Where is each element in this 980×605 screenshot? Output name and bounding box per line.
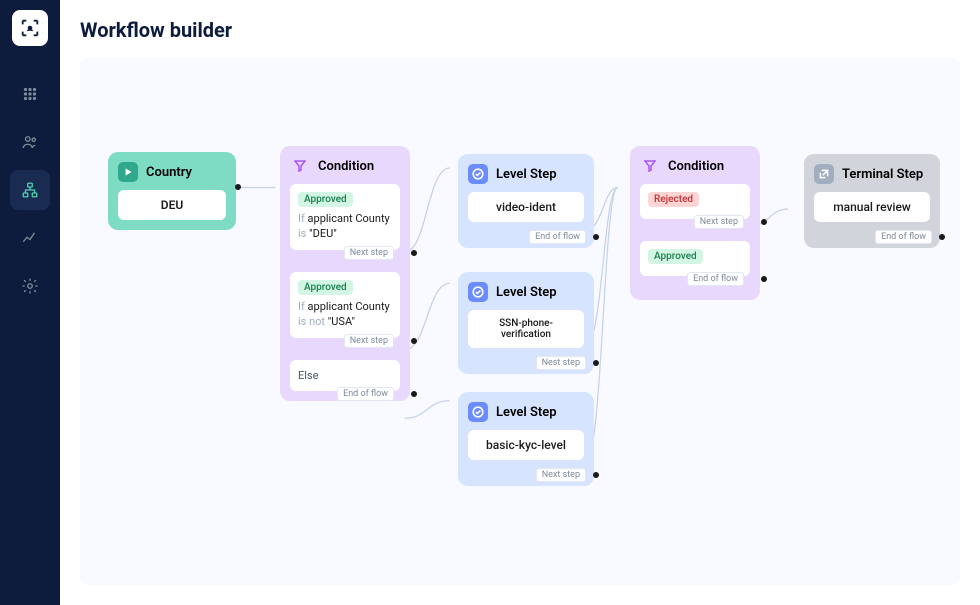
- node-title: Condition: [668, 159, 724, 174]
- nav-workflow[interactable]: [10, 170, 50, 210]
- node-condition-2[interactable]: Condition Rejected Next step Approved En…: [630, 146, 760, 300]
- rule-box: Rejected Next step: [640, 184, 750, 219]
- level-value: video-ident: [468, 192, 584, 222]
- node-level-1[interactable]: Level Step video-ident End of flow: [458, 154, 594, 248]
- filter-icon: [290, 156, 310, 176]
- main: Workflow builder Country DEU: [60, 0, 980, 605]
- node-header: Condition: [290, 156, 400, 176]
- rule-text: If applicant County is not "USA": [298, 299, 392, 330]
- node-condition-1[interactable]: Condition Approved If applicant County i…: [280, 146, 410, 401]
- port-next-step: Next step: [344, 246, 394, 260]
- nav-analytics[interactable]: [10, 218, 50, 258]
- badge-approved: Approved: [298, 280, 353, 295]
- play-icon: [118, 162, 138, 182]
- badge-approved: Approved: [648, 249, 703, 264]
- node-header: Level Step: [468, 164, 584, 184]
- node-terminal[interactable]: Terminal Step manual review End of flow: [804, 154, 940, 248]
- port-next: Next step: [694, 215, 744, 229]
- node-country[interactable]: Country DEU: [108, 152, 236, 230]
- check-icon: [468, 402, 488, 422]
- port-end: End of flow: [687, 272, 744, 286]
- level-value: basic-kyc-level: [468, 430, 584, 460]
- node-level-2[interactable]: Level Step SSN-phone-verification Nest s…: [458, 272, 594, 374]
- terminal-value: manual review: [814, 192, 930, 222]
- node-header: Terminal Step: [814, 164, 930, 184]
- country-value: DEU: [118, 190, 226, 220]
- badge-rejected: Rejected: [648, 192, 699, 207]
- node-title: Level Step: [496, 167, 557, 182]
- rule-box: Else End of flow: [290, 360, 400, 391]
- external-icon: [814, 164, 834, 184]
- nav-users[interactable]: [10, 122, 50, 162]
- port-end: End of flow: [337, 387, 394, 401]
- rule-box: Approved If applicant County is not "USA…: [290, 272, 400, 338]
- node-header: Condition: [640, 156, 750, 176]
- check-icon: [468, 164, 488, 184]
- node-header: Level Step: [468, 282, 584, 302]
- nav-settings[interactable]: [10, 266, 50, 306]
- node-title: Level Step: [496, 405, 557, 420]
- port-end: End of flow: [529, 230, 586, 244]
- port-next: Next step: [536, 468, 586, 482]
- rule-text: If applicant County is "DEU": [298, 211, 392, 242]
- node-title: Terminal Step: [842, 167, 923, 182]
- badge-approved: Approved: [298, 192, 353, 207]
- rule-text: Else: [298, 368, 392, 383]
- rule-box: Approved If applicant County is "DEU" Ne…: [290, 184, 400, 250]
- sidebar: [0, 0, 60, 605]
- node-header: Country: [118, 162, 226, 182]
- page-title: Workflow builder: [80, 18, 960, 42]
- node-title: Condition: [318, 159, 374, 174]
- check-icon: [468, 282, 488, 302]
- node-header: Level Step: [468, 402, 584, 422]
- nav-apps[interactable]: [10, 74, 50, 114]
- node-title: Level Step: [496, 285, 557, 300]
- workflow-canvas[interactable]: Country DEU Condition Approved If applic…: [80, 58, 960, 585]
- logo: [12, 10, 48, 46]
- rule-box: Approved End of flow: [640, 241, 750, 276]
- port-next-step: Next step: [344, 334, 394, 348]
- level-value: SSN-phone-verification: [468, 310, 584, 348]
- port-nest: Nest step: [536, 356, 586, 370]
- node-title: Country: [146, 165, 192, 180]
- node-level-3[interactable]: Level Step basic-kyc-level Next step: [458, 392, 594, 486]
- port-end: End of flow: [875, 230, 932, 244]
- filter-icon: [640, 156, 660, 176]
